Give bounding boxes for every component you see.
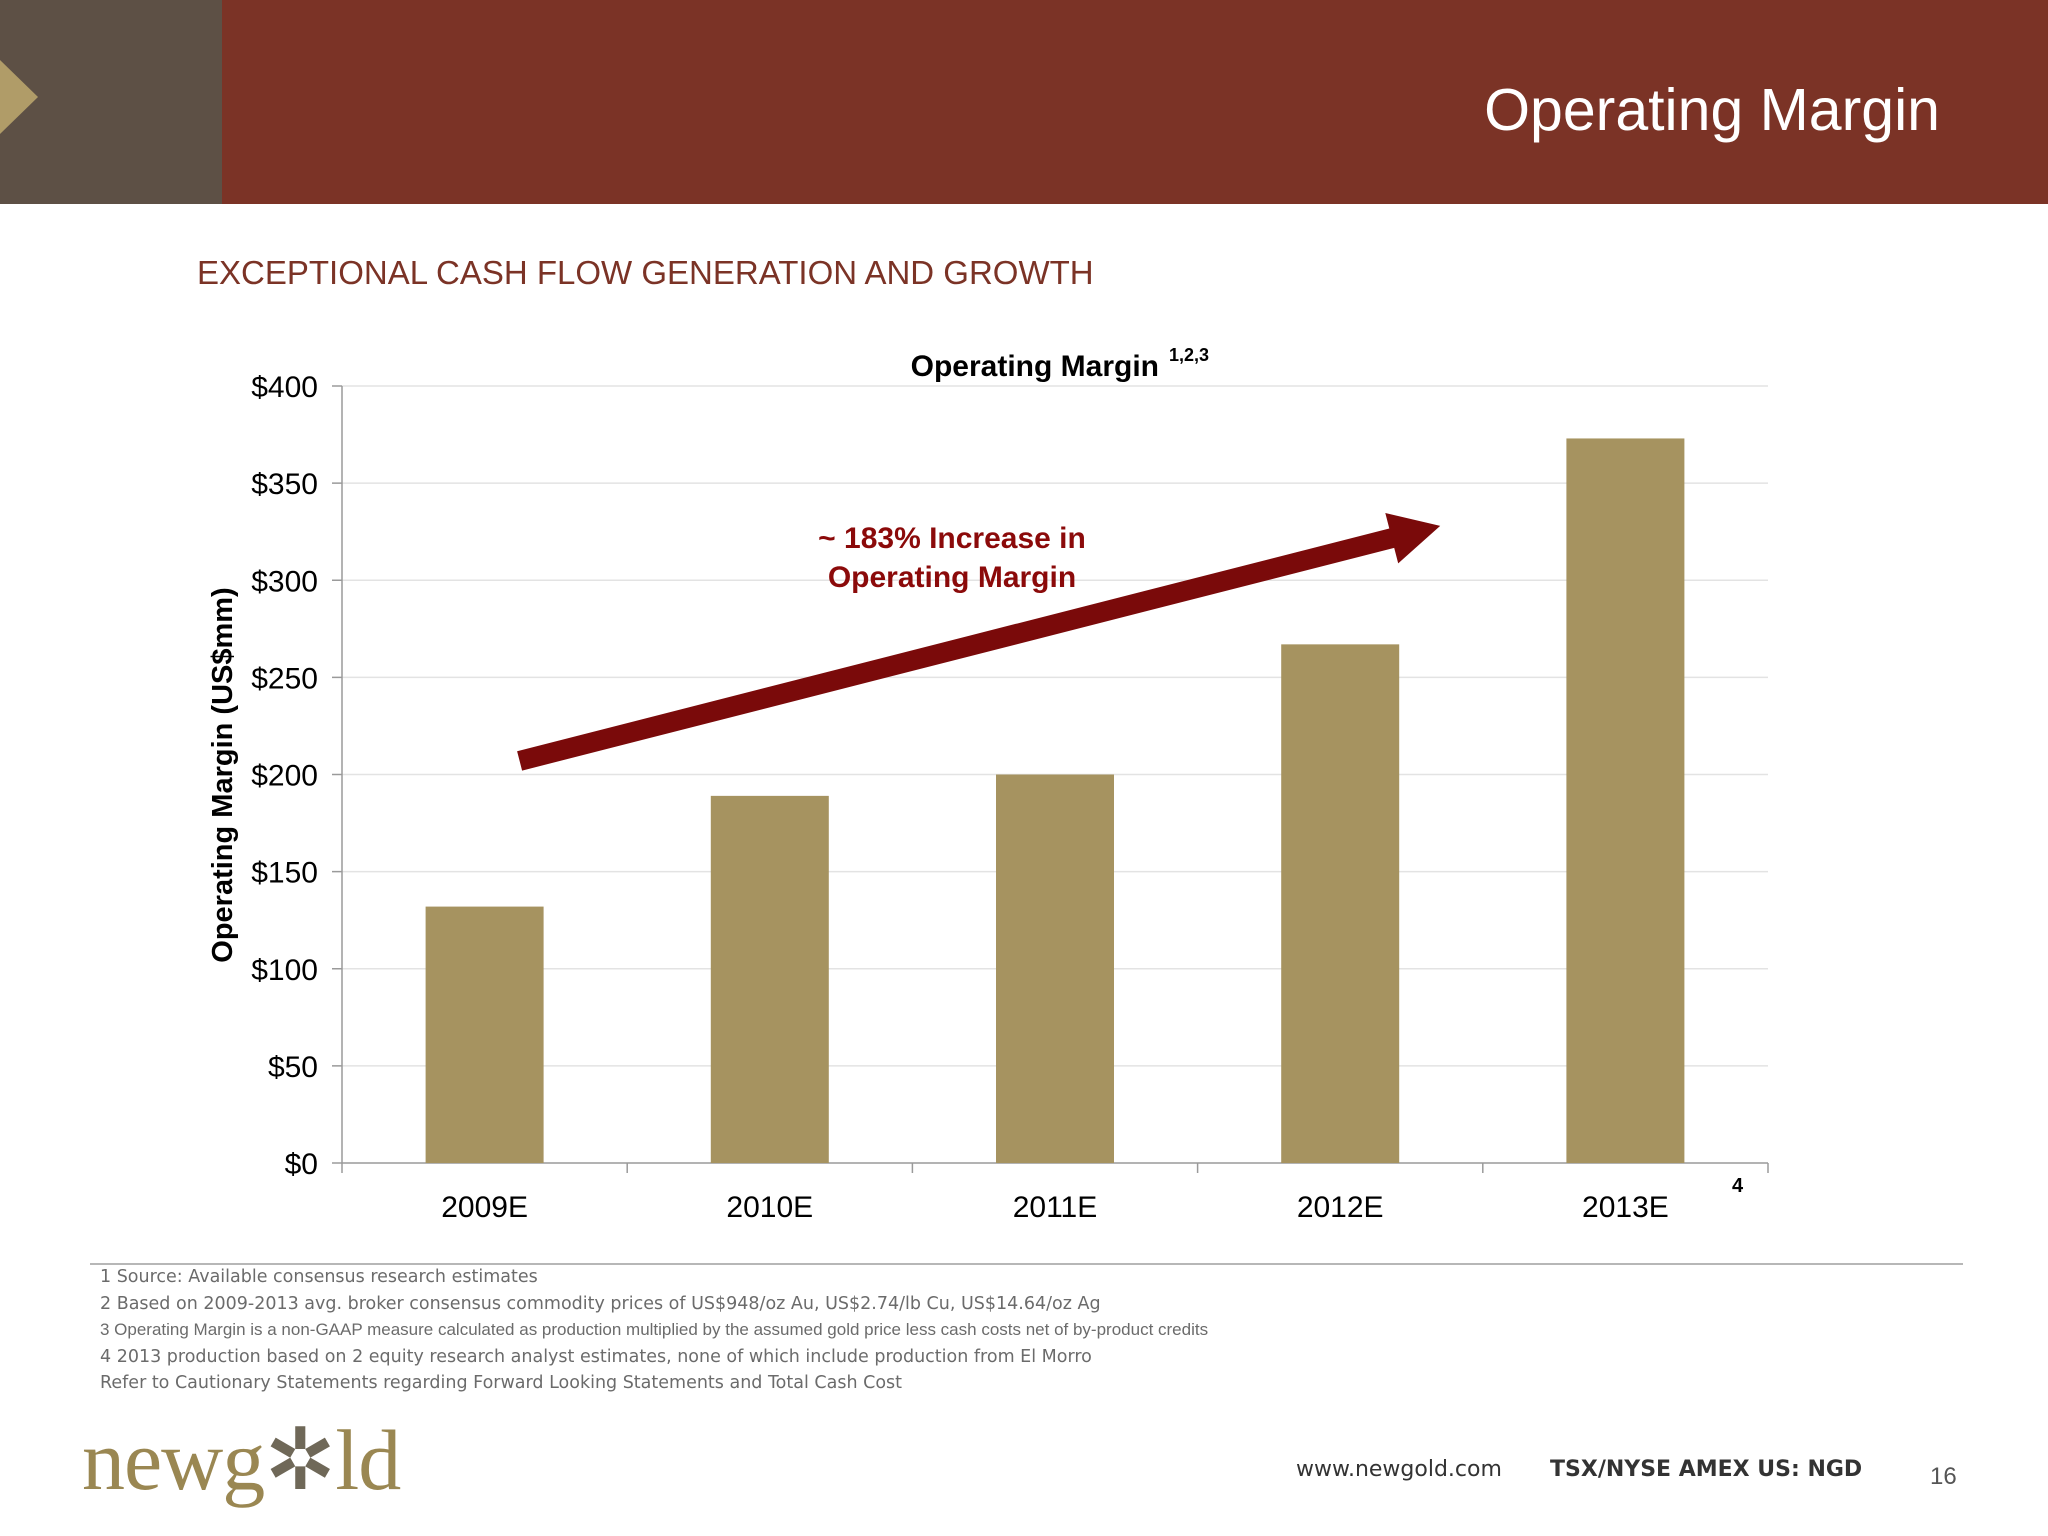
y-tick-label: $100 bbox=[251, 954, 318, 987]
x-tick-label: 2010E bbox=[726, 1191, 813, 1224]
y-tick-label: $350 bbox=[251, 468, 318, 501]
logo-text-a: newg bbox=[82, 1412, 265, 1508]
chart-title: Operating Margin bbox=[911, 350, 1159, 383]
chart-title-superscript: 1,2,3 bbox=[1169, 345, 1209, 365]
website-link[interactable]: www.newgold.com bbox=[1296, 1457, 1502, 1482]
y-tick-label: $200 bbox=[251, 760, 318, 793]
footnote-divider bbox=[90, 1263, 1963, 1265]
slide-title: Operating Margin bbox=[1484, 77, 1940, 143]
footnotes: 1 Source: Available consensus research e… bbox=[100, 1264, 1208, 1397]
footnote-3: 3 Operating Margin is a non-GAAP measure… bbox=[100, 1320, 1209, 1339]
y-tick-label: $300 bbox=[251, 565, 318, 598]
footnote-2: 2 Based on 2009-2013 avg. broker consens… bbox=[100, 1293, 1101, 1314]
footnote-1: 1 Source: Available consensus research e… bbox=[100, 1267, 538, 1287]
bar-2013E bbox=[1566, 438, 1685, 1163]
newgold-logo: newg✲ld bbox=[82, 1410, 401, 1510]
y-tick-label: $50 bbox=[268, 1051, 318, 1084]
bar-2009E bbox=[425, 906, 544, 1163]
logo-text-c: ld bbox=[335, 1412, 401, 1508]
x-tick-label: 2012E bbox=[1297, 1191, 1384, 1224]
bar-2011E bbox=[996, 774, 1114, 1163]
y-axis-title: Operating Margin (US$mm) bbox=[207, 587, 239, 962]
x-tick-label: 2011E bbox=[1013, 1191, 1098, 1224]
slide-subtitle: EXCEPTIONAL CASH FLOW GENERATION AND GRO… bbox=[197, 254, 1094, 291]
footnote-cautionary: Refer to Cautionary Statements regarding… bbox=[100, 1373, 903, 1393]
trend-arrow bbox=[517, 513, 1441, 771]
operating-margin-chart: $0 $50 $100 $150 $200 $250 $300 $350 $400 2009E 20… bbox=[207, 345, 1769, 1224]
x-tick-label: 2009E bbox=[441, 1191, 528, 1224]
page-number: 16 bbox=[1930, 1463, 1957, 1490]
category-superscript: 4 bbox=[1732, 1175, 1744, 1197]
bar-2012E bbox=[1281, 644, 1400, 1163]
header-band bbox=[0, 0, 2048, 204]
x-tick-label: 2013E bbox=[1582, 1191, 1669, 1224]
annotation-line-2: Operating Margin bbox=[828, 561, 1076, 594]
y-tick-label: $0 bbox=[285, 1148, 318, 1181]
bar-2010E bbox=[710, 795, 829, 1163]
y-tick-label: $400 bbox=[251, 371, 318, 404]
chevron-right-icon bbox=[0, 60, 38, 134]
ticker-symbol: TSX/NYSE AMEX US: NGD bbox=[1550, 1457, 1863, 1482]
annotation-line-1: ~ 183% Increase in bbox=[818, 522, 1086, 555]
y-tick-label: $250 bbox=[251, 662, 318, 695]
footnote-4: 4 2013 production based on 2 equity rese… bbox=[100, 1346, 1092, 1367]
y-tick-label: $150 bbox=[251, 857, 318, 890]
logo-sun-icon: ✲ bbox=[264, 1412, 336, 1508]
